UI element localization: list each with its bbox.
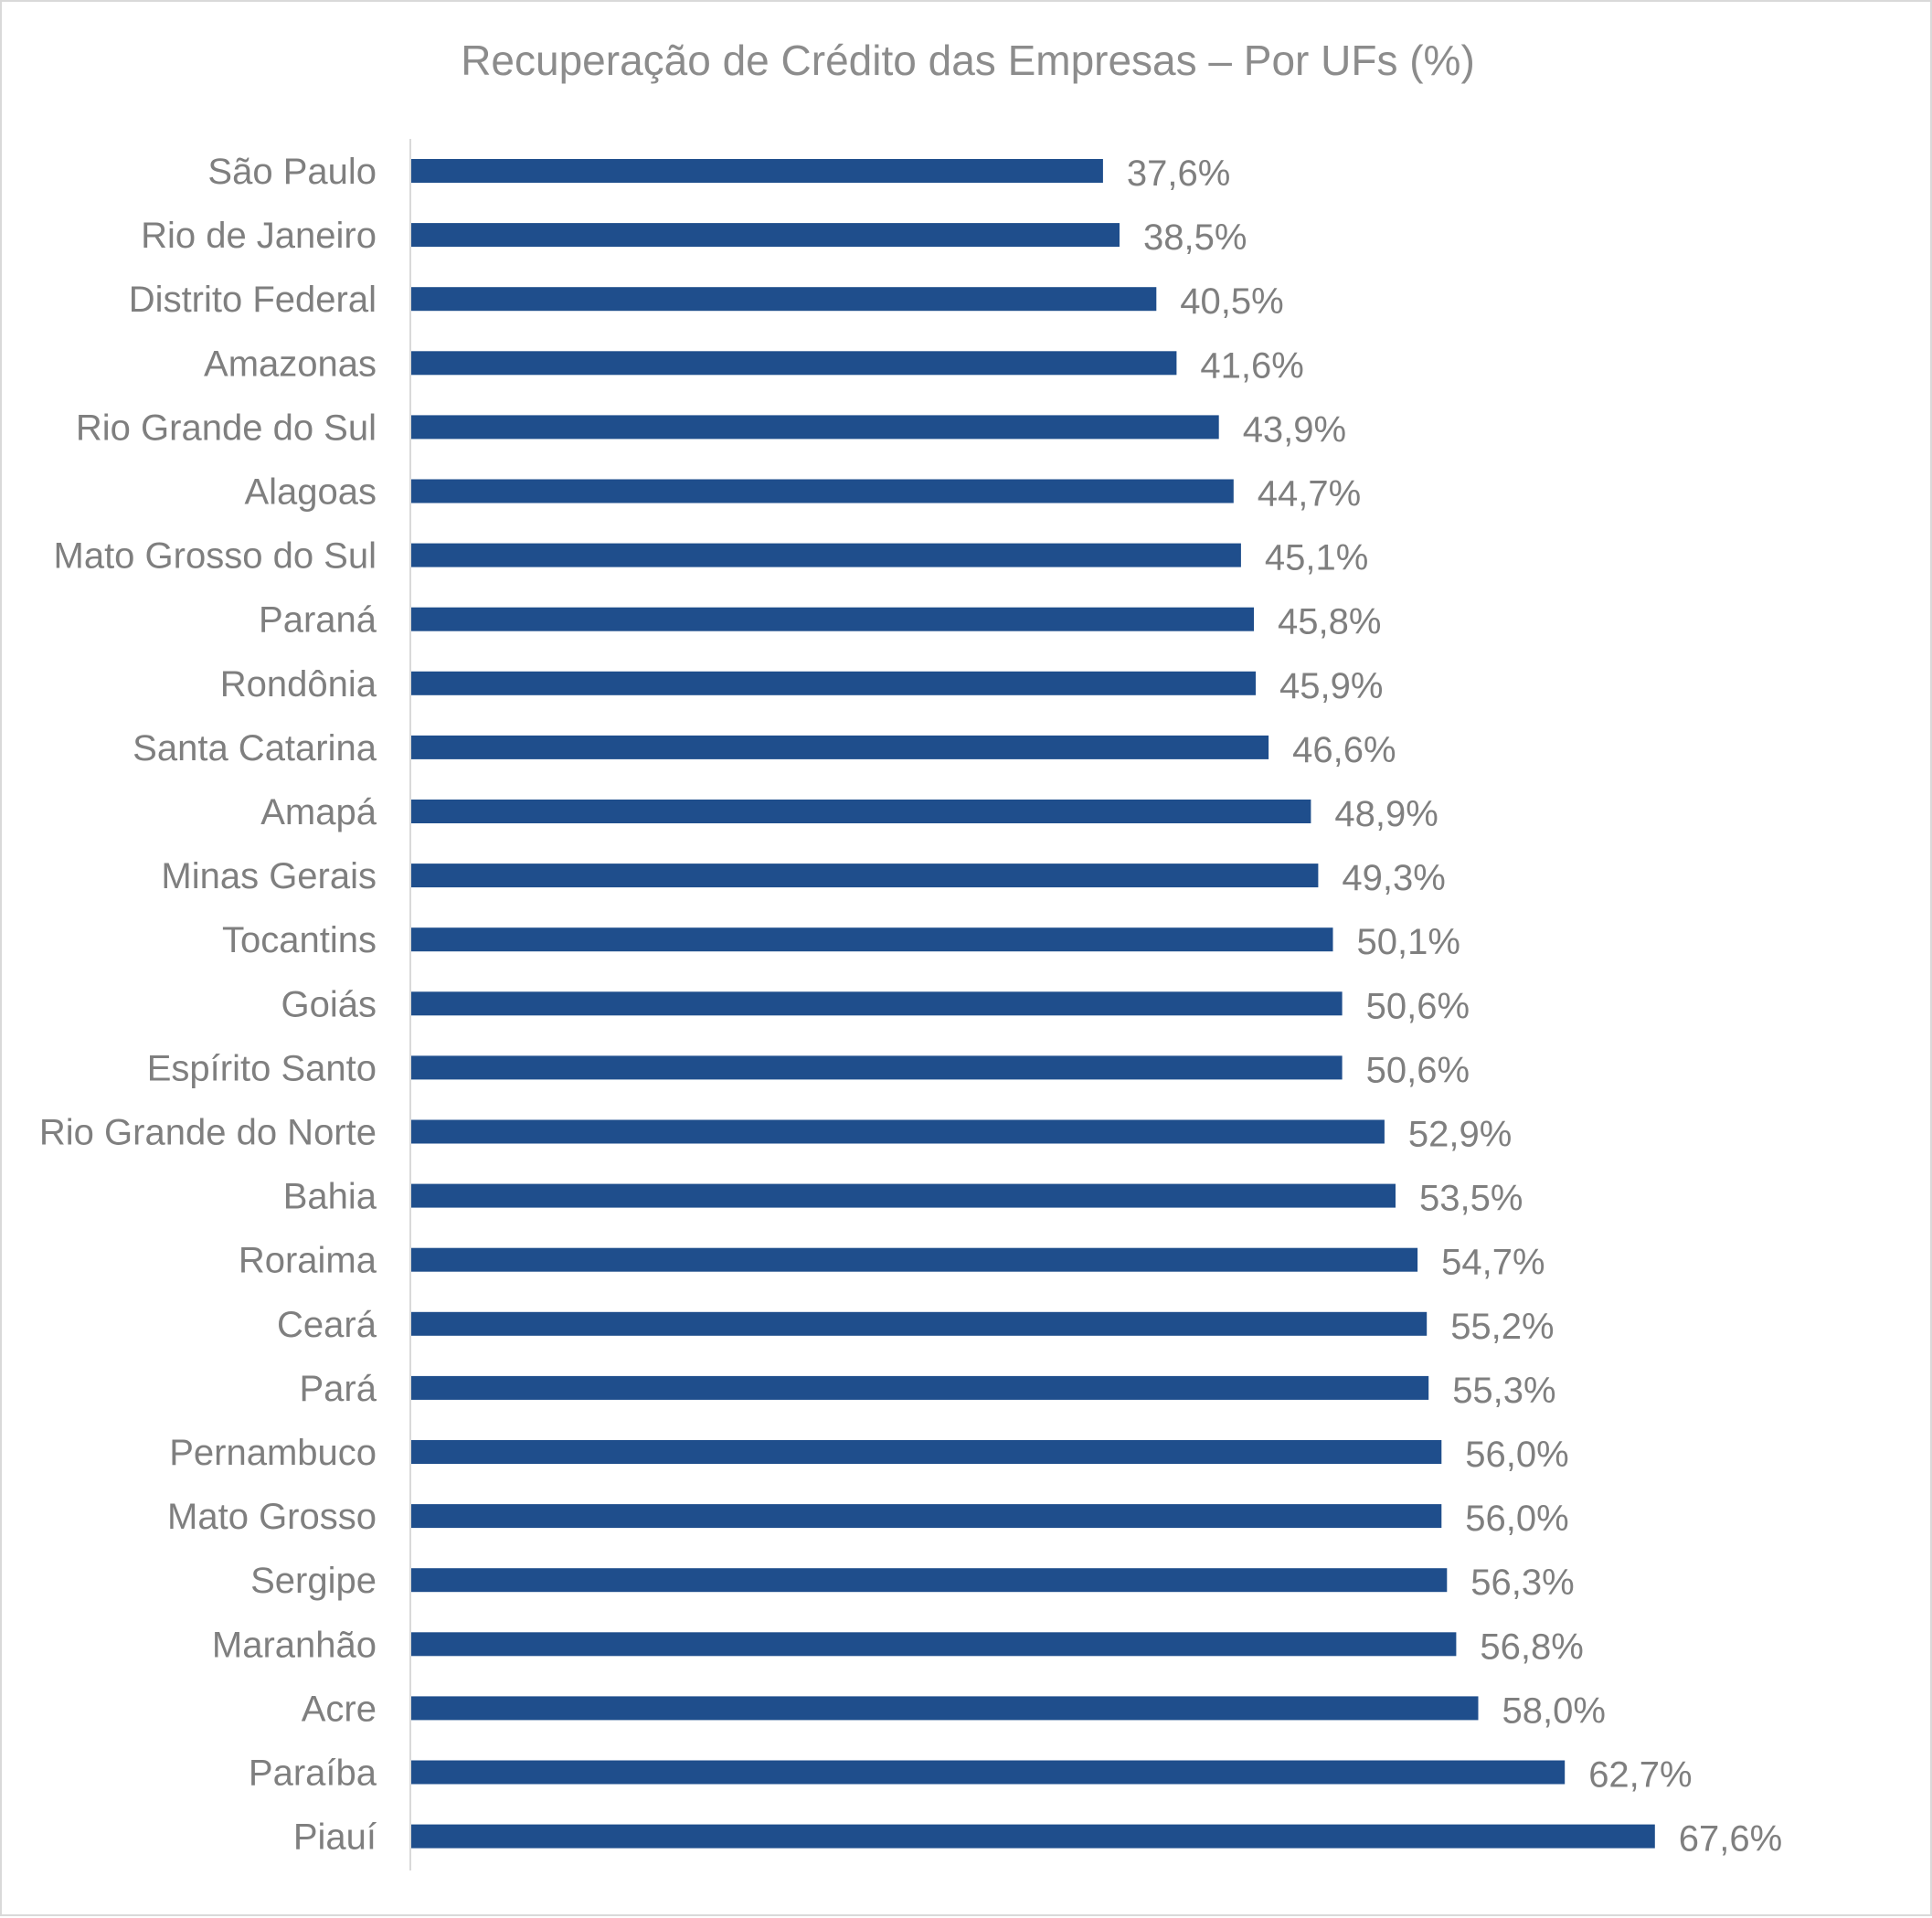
value-label-7: 45,8% — [1278, 602, 1381, 642]
value-label-14: 50,6% — [1366, 1050, 1470, 1090]
bar-19 — [411, 1375, 1429, 1400]
bar-21 — [411, 1504, 1442, 1529]
bars-group — [411, 159, 1655, 1849]
category-label-11: Minas Gerais — [161, 856, 377, 896]
category-labels-group: São Paulo Rio de Janeiro Distrito Federal A… — [39, 152, 377, 1858]
category-label-3: Amazonas — [204, 344, 377, 384]
value-label-0: 37,6% — [1127, 154, 1230, 194]
value-label-10: 48,9% — [1334, 794, 1438, 834]
bar-13 — [411, 991, 1343, 1016]
bar-24 — [411, 1696, 1479, 1721]
bar-23 — [411, 1632, 1457, 1657]
bar-15 — [411, 1119, 1385, 1144]
bar-0 — [411, 159, 1103, 183]
value-label-18: 55,2% — [1450, 1307, 1554, 1347]
category-label-7: Paraná — [259, 600, 377, 641]
category-label-15: Rio Grande do Norte — [39, 1113, 377, 1153]
category-label-16: Bahia — [283, 1177, 377, 1217]
category-label-23: Maranhão — [212, 1625, 377, 1665]
category-label-5: Alagoas — [244, 472, 377, 513]
bar-16 — [411, 1183, 1396, 1208]
bar-11 — [411, 864, 1319, 888]
category-label-1: Rio de Janeiro — [141, 216, 377, 256]
value-label-1: 38,5% — [1143, 217, 1247, 258]
value-label-3: 41,6% — [1200, 345, 1303, 386]
category-label-18: Ceará — [277, 1305, 377, 1345]
bar-17 — [411, 1247, 1418, 1272]
category-label-9: Santa Catarina — [133, 728, 377, 768]
bar-1 — [411, 223, 1120, 248]
bar-18 — [411, 1311, 1428, 1336]
category-label-4: Rio Grande do Sul — [76, 408, 377, 448]
value-label-4: 43,9% — [1243, 409, 1346, 450]
bar-5 — [411, 479, 1234, 503]
bar-7 — [411, 607, 1254, 631]
value-label-24: 58,0% — [1502, 1690, 1606, 1731]
value-label-15: 52,9% — [1408, 1115, 1512, 1155]
category-label-19: Pará — [300, 1369, 377, 1409]
bar-20 — [411, 1440, 1442, 1464]
value-label-6: 45,1% — [1265, 538, 1368, 578]
category-label-2: Distrito Federal — [129, 280, 377, 320]
value-label-8: 45,9% — [1279, 666, 1383, 706]
value-labels-group: 37,6% 38,5% 40,5% 41,6% 43,9% 44,7% 45,1% 45,8%… — [1127, 154, 1782, 1860]
bar-22 — [411, 1568, 1448, 1593]
value-label-23: 56,8% — [1480, 1627, 1583, 1667]
value-label-5: 44,7% — [1258, 474, 1361, 514]
bar-12 — [411, 927, 1333, 952]
category-label-25: Paraíba — [249, 1754, 377, 1794]
value-label-2: 40,5% — [1180, 281, 1283, 322]
value-label-20: 56,0% — [1465, 1435, 1568, 1475]
value-label-21: 56,0% — [1465, 1499, 1568, 1539]
value-label-12: 50,1% — [1357, 922, 1460, 962]
category-label-22: Sergipe — [250, 1561, 377, 1601]
value-label-11: 49,3% — [1342, 858, 1445, 898]
value-label-17: 54,7% — [1441, 1243, 1545, 1283]
category-label-26: Piauí — [293, 1817, 377, 1858]
value-label-9: 46,6% — [1292, 730, 1396, 770]
category-label-21: Mato Grosso — [167, 1497, 377, 1537]
category-label-10: Amapá — [260, 792, 377, 832]
bar-4 — [411, 415, 1219, 440]
category-label-0: São Paulo — [207, 152, 377, 192]
chart-title: Recuperação de Crédito das Empresas – Po… — [461, 37, 1475, 84]
category-label-24: Acre — [302, 1689, 377, 1729]
bar-25 — [411, 1760, 1566, 1785]
category-label-14: Espírito Santo — [147, 1048, 377, 1088]
value-label-19: 55,3% — [1452, 1371, 1555, 1411]
bar-6 — [411, 543, 1241, 567]
category-label-20: Pernambuco — [169, 1433, 377, 1473]
category-label-6: Mato Grosso do Sul — [54, 536, 377, 577]
value-label-25: 62,7% — [1588, 1755, 1692, 1796]
category-label-12: Tocantins — [222, 920, 377, 960]
category-label-8: Rondônia — [220, 664, 377, 705]
bar-8 — [411, 671, 1256, 695]
bar-14 — [411, 1055, 1343, 1080]
bar-3 — [411, 351, 1177, 376]
category-label-17: Roraima — [239, 1241, 377, 1281]
value-label-13: 50,6% — [1366, 986, 1470, 1026]
bar-9 — [411, 735, 1269, 759]
bar-26 — [411, 1824, 1655, 1849]
value-label-26: 67,6% — [1679, 1819, 1782, 1860]
value-label-16: 53,5% — [1419, 1179, 1523, 1219]
bar-10 — [411, 800, 1311, 823]
category-label-13: Goiás — [281, 984, 377, 1024]
bar-2 — [411, 287, 1157, 312]
value-label-22: 56,3% — [1470, 1563, 1574, 1603]
